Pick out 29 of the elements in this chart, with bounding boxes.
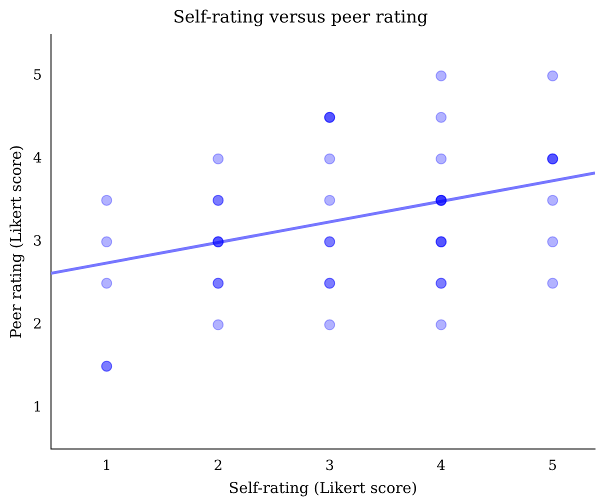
point bbox=[212, 153, 224, 164]
x-tick-label: 4 bbox=[436, 458, 446, 474]
point bbox=[436, 153, 447, 164]
point bbox=[101, 194, 112, 206]
y-tick-label: 1 bbox=[32, 399, 42, 416]
point bbox=[212, 319, 224, 330]
point bbox=[101, 278, 112, 289]
point bbox=[436, 70, 447, 82]
y-tick-label: 4 bbox=[32, 150, 42, 166]
x-tick-label: 5 bbox=[548, 458, 558, 474]
y-tick-label: 3 bbox=[32, 233, 42, 250]
point bbox=[547, 278, 558, 289]
point bbox=[547, 70, 558, 82]
y-axis-title: Peer rating (Likert score) bbox=[6, 144, 25, 339]
chart-title: Self-rating versus peer rating bbox=[173, 8, 428, 28]
x-axis-title: Self-rating (Likert score) bbox=[228, 478, 418, 497]
point bbox=[101, 236, 112, 248]
point bbox=[436, 319, 447, 330]
x-tick-label: 1 bbox=[102, 458, 112, 474]
y-tick-label: 2 bbox=[32, 316, 42, 332]
point bbox=[324, 153, 336, 164]
point bbox=[436, 112, 447, 123]
x-tick-label: 3 bbox=[325, 458, 334, 474]
point bbox=[324, 194, 336, 206]
x-tick-label: 2 bbox=[214, 458, 223, 474]
y-tick-label: 5 bbox=[32, 68, 42, 84]
point bbox=[547, 194, 558, 206]
point bbox=[324, 319, 336, 330]
point bbox=[547, 236, 558, 248]
